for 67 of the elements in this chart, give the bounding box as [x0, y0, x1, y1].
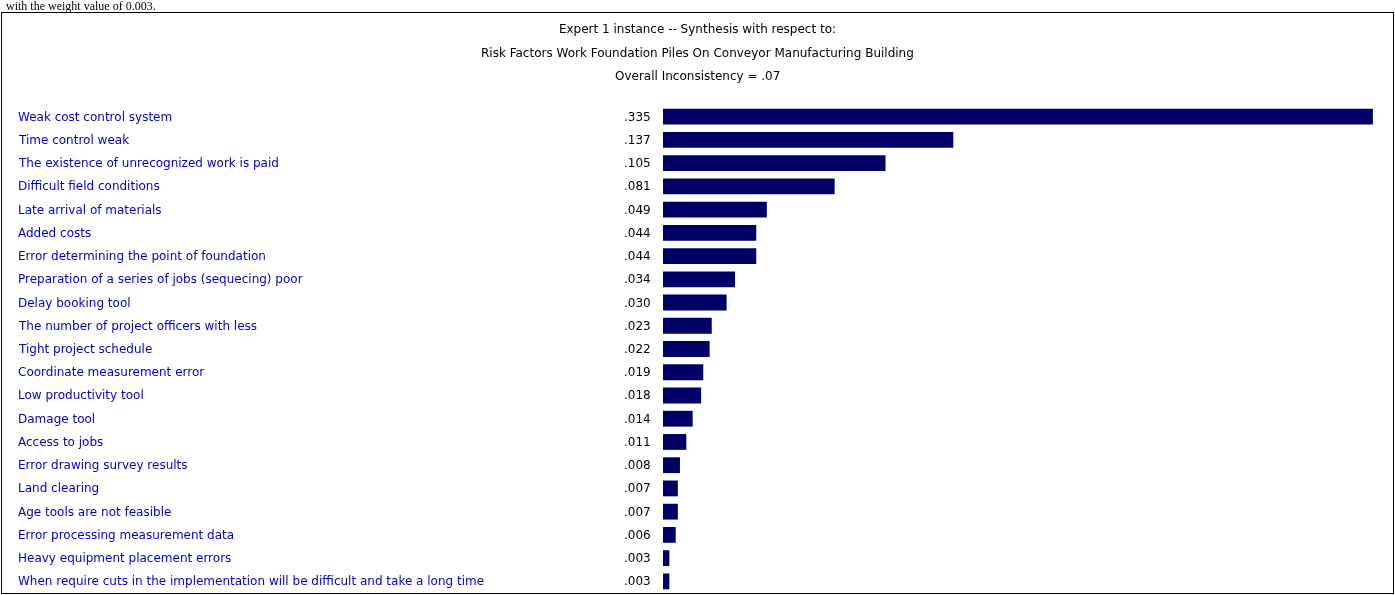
y-tick-label: Coordinate measurement error — [18, 365, 205, 379]
y-tick-label: Error drawing survey results — [18, 458, 188, 472]
y-tick-label: Error determining the point of foundation — [18, 249, 266, 263]
y-tick-label: Tight project schedule — [18, 342, 153, 356]
data-label: .335 — [624, 110, 651, 124]
bar — [663, 364, 704, 381]
data-label: .007 — [624, 505, 651, 519]
y-tick-label: Late arrival of materials — [18, 203, 162, 217]
data-label: .023 — [624, 319, 651, 333]
data-label: .022 — [624, 342, 651, 356]
y-tick-label: Heavy equipment placement errors — [18, 551, 232, 565]
y-tick-label: The existence of unrecognized work is paid — [18, 156, 279, 170]
bar — [663, 108, 1373, 125]
y-tick-label: Low productivity tool — [18, 388, 144, 402]
data-label: .014 — [624, 412, 651, 426]
bar — [663, 527, 676, 543]
bar — [663, 201, 767, 218]
y-tick-label: Damage tool — [18, 412, 96, 426]
bar — [663, 341, 710, 357]
data-label: .105 — [624, 156, 651, 170]
bar — [663, 155, 886, 171]
bar — [663, 457, 680, 474]
y-tick-label: Time control weak — [18, 133, 130, 147]
data-label: .044 — [624, 226, 651, 240]
data-label: .007 — [624, 481, 651, 495]
y-tick-label: Added costs — [18, 226, 92, 240]
data-label: .003 — [624, 551, 651, 565]
data-label: .019 — [624, 365, 651, 379]
bar — [663, 248, 757, 264]
data-label: .018 — [624, 388, 651, 402]
bar — [663, 224, 757, 241]
bar — [663, 410, 693, 427]
chart-subtitle: Risk Factors Work Foundation Piles On Conveyor Manufacturing Building — [481, 46, 914, 60]
bar — [663, 131, 954, 148]
data-label: .006 — [624, 528, 651, 542]
bar — [663, 434, 687, 450]
chart-title: Expert 1 instance -- Synthesis with respect to: — [558, 22, 837, 37]
data-label: .011 — [624, 435, 651, 449]
y-tick-label: Error processing measurement data — [18, 528, 235, 542]
text: with the weight value of 0.003. — [6, 0, 156, 13]
y-tick-label: Age tools are not feasible — [18, 505, 172, 519]
y-tick-label: When require cuts in the implementation will be difficult and take a long time — [18, 574, 485, 588]
bar — [663, 317, 712, 334]
bar — [663, 550, 670, 567]
y-tick-label: Difficult field conditions — [18, 179, 160, 193]
bar — [663, 480, 678, 497]
data-label: .030 — [624, 296, 651, 310]
data-label: .081 — [624, 179, 651, 193]
data-label: .044 — [624, 249, 651, 263]
bar — [663, 503, 678, 520]
bar — [663, 294, 727, 311]
data-label: .137 — [624, 133, 651, 147]
bar — [663, 387, 702, 404]
y-tick-label: Access to jobs — [18, 435, 104, 449]
data-label: .003 — [624, 574, 651, 588]
y-tick-label: Preparation of a series of jobs (sequecing) poor — [18, 272, 303, 286]
data-label: .034 — [624, 272, 651, 286]
y-tick-label: Land clearing — [18, 481, 100, 495]
bar — [663, 271, 736, 288]
bar — [663, 178, 835, 195]
y-tick-label: The number of project officers with less — [18, 319, 258, 333]
y-tick-label: Weak cost control system — [18, 110, 173, 124]
data-label: .008 — [624, 458, 651, 472]
text: Overall Inconsistency = .07 — [615, 69, 781, 83]
data-label: .049 — [624, 203, 651, 217]
y-tick-label: Delay booking tool — [18, 296, 131, 310]
bar — [663, 573, 670, 590]
